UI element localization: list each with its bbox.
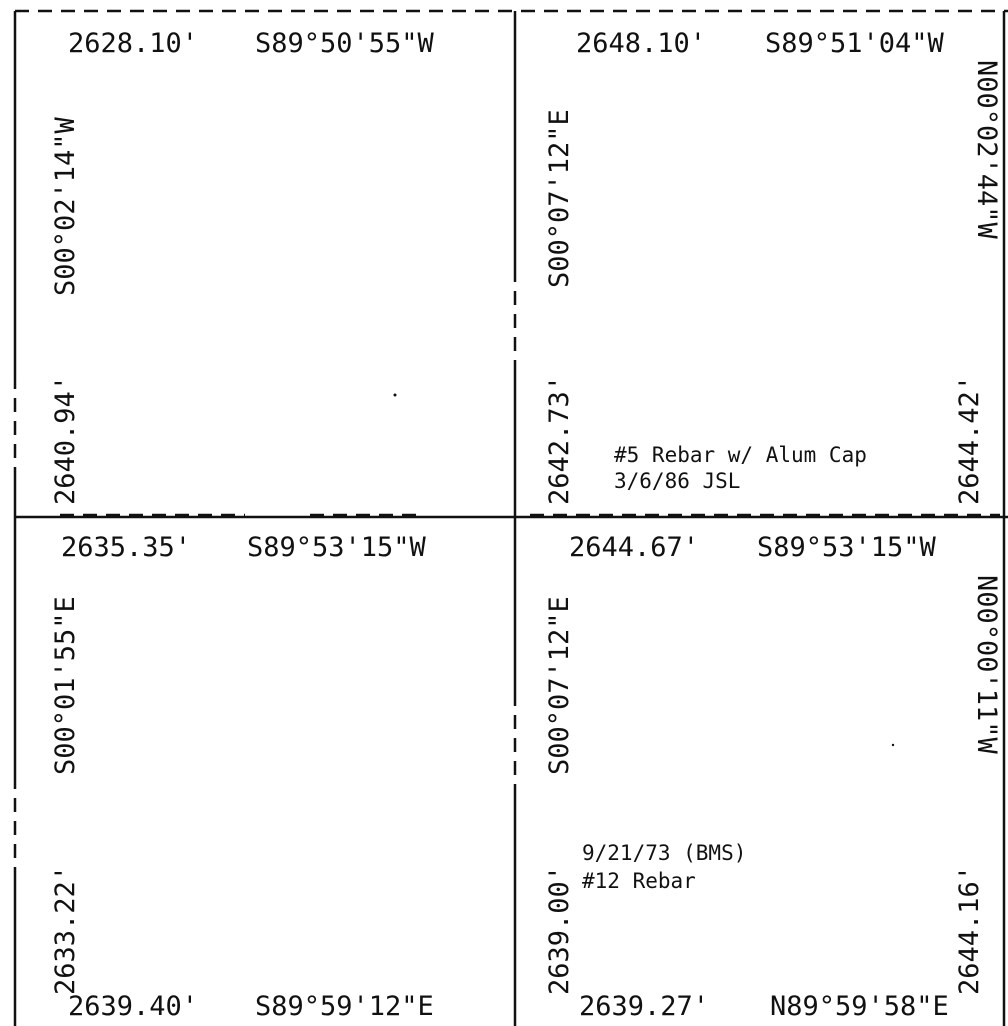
se-east-bearing: N00°00'11"W [971, 575, 1002, 755]
ne-west-bearing: S00°07'12"E [544, 109, 575, 288]
nw-west-distance: 2640.94' [50, 375, 81, 505]
sw-north-bearing: S89°53'15"W [247, 532, 427, 563]
ne-north-bearing: S89°51'04"W [765, 28, 945, 59]
speck-mark [393, 393, 397, 397]
quarter-ne: 2648.10' S89°51'04"W S00°07'12"E 2642.73… [544, 28, 1002, 505]
se-west-distance: 2639.00' [544, 865, 575, 995]
sw-west-distance: 2633.22' [50, 865, 81, 995]
se-monument-note-line1: 9/21/73 (BMS) [582, 841, 746, 865]
se-monument-note-line2: #12 Rebar [582, 869, 696, 893]
se-south-distance: 2639.27' [579, 991, 709, 1022]
ne-monument-note-line1: #5 Rebar w/ Alum Cap [614, 443, 867, 467]
boundary-lines [13, 9, 1008, 1026]
se-north-bearing: S89°53'15"W [757, 532, 937, 563]
sw-west-bearing: S00°01'55"E [50, 596, 81, 775]
sw-north-distance: 2635.35' [61, 532, 191, 563]
ne-east-distance: 2644.42' [954, 375, 985, 505]
quarter-sw: 2635.35' S89°53'15"W S00°01'55"E 2633.22… [50, 532, 434, 1022]
nw-north-distance: 2628.10' [68, 28, 198, 59]
se-south-bearing: N89°59'58"E [770, 991, 949, 1022]
ne-east-bearing: N00°02'44"W [971, 60, 1002, 240]
se-east-distance: 2644.16' [954, 865, 985, 995]
nw-north-bearing: S89°50'55"W [255, 28, 435, 59]
ne-north-distance: 2648.10' [576, 28, 706, 59]
quarter-nw: 2628.10' S89°50'55"W S00°02'14"W 2640.94… [50, 28, 435, 505]
quarter-se: 2644.67' S89°53'15"W S00°07'12"E 2639.00… [544, 532, 1002, 1022]
sw-south-distance: 2639.40' [68, 991, 198, 1022]
se-west-bearing: S00°07'12"E [544, 596, 575, 775]
ne-monument-note-line2: 3/6/86 JSL [614, 469, 740, 493]
speck-mark [891, 743, 895, 747]
se-north-distance: 2644.67' [569, 532, 699, 563]
nw-west-bearing: S00°02'14"W [50, 116, 81, 296]
sw-south-bearing: S89°59'12"E [255, 991, 434, 1022]
ne-west-distance: 2642.73' [544, 375, 575, 505]
